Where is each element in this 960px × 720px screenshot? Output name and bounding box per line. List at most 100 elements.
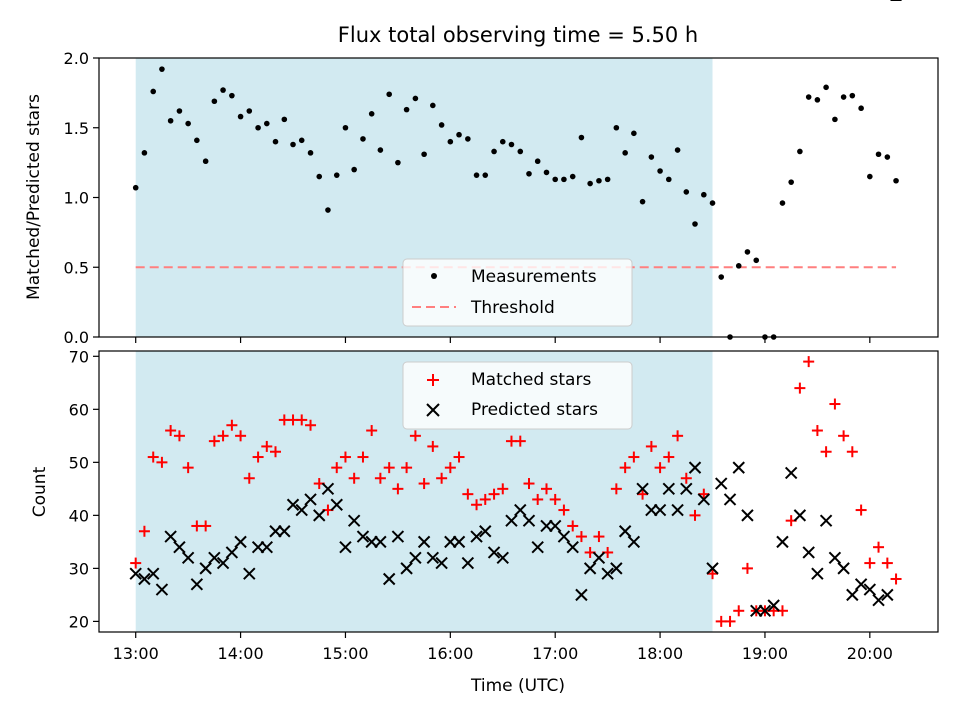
x-tick-label: 17:00 [532,644,578,663]
count-panel-frame [98,350,939,633]
measurement-point [622,150,628,156]
measurement-point [185,120,191,127]
measurement-point [395,159,401,166]
matched-star-point [156,456,168,468]
predicted-legend-label: Predicted stars [471,400,598,420]
measurement-point [569,173,576,180]
predicted-star-point [347,514,361,527]
predicted-star-point [374,535,387,549]
predicted-star-point [636,482,649,496]
predicted-star-point [269,525,282,538]
predicted-star-point [811,567,824,580]
matched-star-point [864,557,876,569]
x-tick-label: 15:00 [322,644,368,663]
x-tick-label: 20:00 [847,644,893,663]
matched-star-point [558,504,570,516]
measurement-point [849,92,856,99]
matched-star-point [217,430,229,442]
matched-star-point [383,462,395,474]
matched-star-point [541,483,553,495]
predicted-star-point [854,578,868,591]
matched-star-points [130,356,902,627]
measurement-point [220,87,226,93]
measurement-point [674,147,681,153]
measurement-point [499,138,506,145]
measurement-point [779,200,786,206]
x-tick-label: 18:00 [637,644,683,663]
predicted-star-point [601,567,614,580]
measurement-point [237,113,244,120]
predicted-star-point [793,509,807,522]
measurement-point [465,136,471,142]
predicted-star-point [435,556,448,570]
matched-star-point [698,488,710,500]
matched-star-point [663,451,675,463]
matched-star-point [575,531,587,543]
measurement-point [167,117,174,124]
measurement-point [482,172,489,178]
predicted-star-point [863,583,877,596]
ratio-y-tick-label: 1.5 [64,119,89,138]
x-tick-label: 16:00 [427,644,473,663]
x-tick-label: 13:00 [113,644,159,663]
measurement-point [333,172,340,178]
predicted-star-point [225,546,239,559]
measurement-point [814,97,821,103]
measurement-point [788,179,794,185]
measurement-point [604,176,611,183]
measurement-point [368,111,375,117]
measurement-point [683,189,690,195]
chart-title: Flux total observing time = 5.50 h [338,23,698,47]
predicted-star-point [627,535,641,549]
predicted-star-point [767,599,780,612]
predicted-star-point [470,530,483,543]
predicted-star-point [531,540,544,554]
matched-star-point [471,499,483,511]
measurement-point [290,141,296,148]
measurement-point [858,105,864,112]
matched-star-point [243,472,255,484]
predicted-star-point [548,519,562,533]
count-y-tick-label: 60 [69,400,89,419]
count-y-tick-label: 40 [69,506,89,525]
measurement-point [194,137,200,144]
matched-star-point [549,493,561,505]
measurements-legend-label: Measurements [471,267,597,287]
matched-star-point [182,462,194,474]
predicted-star-point [522,514,536,527]
matched-star-point [654,462,666,474]
measurement-point [412,95,419,102]
predicted-star-point [487,546,501,559]
ratio-legend: Measurements Threshold [402,258,633,327]
matched-star-point [610,483,622,495]
matched-star-point [680,472,692,484]
predicted-star-point [461,556,475,570]
predicted-star-point [295,503,308,517]
predicted-star-point [680,482,693,496]
count-y-tick-label: 30 [69,559,89,578]
predicted-star-point [583,562,597,575]
predicted-star-point [505,514,518,527]
measurement-point [377,147,384,153]
measurement-point [884,154,891,160]
measurement-point [587,180,593,187]
ratio-y-tick-label: 1.0 [64,189,89,208]
ratio-y-axis-label: Matched/Predicted stars [24,94,44,300]
predicted-star-point [409,551,422,564]
measurement-point [867,173,873,180]
measurement-point [325,207,331,213]
predicted-star-point [417,535,431,549]
matched-star-point [846,446,858,458]
count-panel: 20 30 40 50 60 70 13:00 14:00 15:00 16:00 17:00 18… [30,0,939,696]
measurement-point [631,130,637,137]
matched-star-point [733,605,745,617]
matched-star-point [523,478,535,490]
matched-star-point [200,520,212,532]
predicted-star-point [208,551,221,564]
count-y-tick-label: 70 [69,347,89,366]
matched-star-point [619,462,631,474]
matched-legend-marker [427,374,439,386]
predicted-star-point [741,509,754,522]
measurement-point [307,150,314,156]
